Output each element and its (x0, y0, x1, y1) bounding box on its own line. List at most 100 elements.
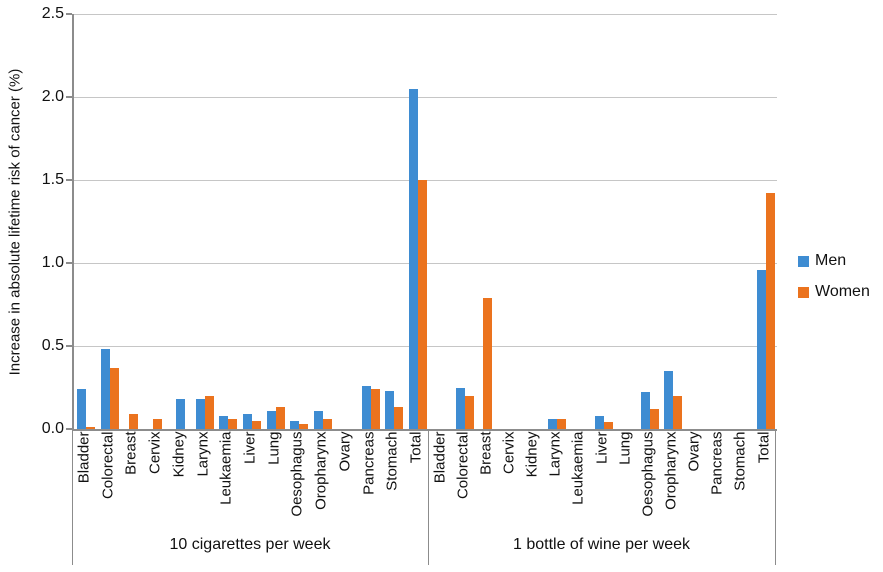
category-slot-leukaemia (569, 14, 592, 429)
category-label-colorectal: Colorectal (99, 431, 117, 500)
bar-women-total (418, 180, 428, 429)
y-axis-title: Increase in absolute lifetime risk of ca… (6, 68, 24, 375)
legend-swatch-women (798, 286, 809, 298)
bar-pair (476, 14, 499, 429)
bar-pair (523, 14, 546, 429)
bar-pair (430, 14, 453, 429)
group-label-cigarettes: 10 cigarettes per week (169, 536, 331, 553)
bar-pair (754, 14, 777, 429)
bar-groups (74, 14, 777, 429)
y-tick-mark (66, 345, 72, 347)
category-label-total: Total (407, 431, 425, 464)
bar-women-oesophagus (649, 409, 659, 429)
bar-men-liver (594, 415, 604, 429)
bar-pair (288, 14, 312, 429)
bar-women-oropharynx (323, 419, 333, 429)
bar-pair (731, 14, 754, 429)
bar-women-total (765, 193, 775, 429)
category-label-breast: Breast (477, 431, 495, 475)
bar-pair (546, 14, 569, 429)
category-label-oesophagus: Oesophagus (639, 431, 657, 517)
bar-women-oesophagus (299, 424, 309, 429)
bar-men-pancreas (361, 385, 371, 429)
bar-women-bladder (85, 427, 95, 429)
category-label-colorectal: Colorectal (454, 431, 472, 500)
category-label-ovary: Ovary (685, 431, 703, 472)
legend-item-men: Men (798, 252, 883, 270)
bar-pair (98, 14, 122, 429)
category-slot-oesophagus (638, 14, 661, 429)
bar-women-liver (252, 420, 261, 429)
bar-pair (592, 14, 615, 429)
category-slot-oesophagus (288, 14, 312, 429)
bar-women-leukaemia (228, 419, 238, 429)
group-separator (72, 429, 73, 565)
category-label-oesophagus: Oesophagus (288, 431, 306, 517)
category-slot-lung (615, 14, 638, 429)
category-label-stomach: Stomach (731, 431, 749, 491)
category-label-oropharynx: Oropharynx (662, 431, 680, 510)
bar-pair (74, 14, 98, 429)
bar-pair (121, 14, 145, 429)
category-slot-oropharynx (661, 14, 684, 429)
category-slot-leukaemia (216, 14, 240, 429)
category-slot-bladder (430, 14, 453, 429)
group-separator (775, 429, 776, 565)
bar-pair (685, 14, 708, 429)
legend-label: Women (815, 283, 870, 300)
category-label-pancreas: Pancreas (708, 431, 726, 495)
bar-men-colorectal (455, 387, 465, 429)
bar-men-total (409, 88, 419, 429)
category-slot-ovary (685, 14, 708, 429)
bar-pair (499, 14, 522, 429)
y-tick-mark (66, 13, 72, 15)
category-label-kidney: Kidney (170, 431, 188, 478)
category-labels-group: Bladder Colorectal Breast Cervix Kidney Laryn… (428, 432, 775, 528)
category-label-breast: Breast (122, 431, 140, 475)
category-slot-breast (476, 14, 499, 429)
group-cigarettes (74, 14, 430, 429)
category-slot-stomach (731, 14, 754, 429)
category-slot-larynx (546, 14, 569, 429)
bar-men-bladder (76, 389, 86, 429)
y-tick-label: 0.0 (41, 420, 64, 437)
bar-pair (264, 14, 288, 429)
gridline (74, 14, 777, 15)
category-label-larynx: Larynx (194, 431, 212, 477)
category-label-ovary: Ovary (336, 431, 354, 472)
category-label-bladder: Bladder (431, 431, 449, 484)
category-label-cervix: Cervix (500, 431, 518, 475)
category-label-larynx: Larynx (546, 431, 564, 477)
bar-women-larynx (557, 419, 567, 429)
bar-men-oropharynx (663, 370, 673, 429)
bar-women-colorectal (464, 395, 474, 429)
bar-pair (406, 14, 430, 429)
bar-pair (383, 14, 407, 429)
bar-pair (661, 14, 684, 429)
y-tick-label: 2.5 (41, 5, 64, 22)
category-label-liver: Liver (241, 431, 259, 465)
bar-women-liver (603, 422, 613, 429)
bar-pair (359, 14, 383, 429)
category-slot-kidney (523, 14, 546, 429)
bar-pair (615, 14, 638, 429)
y-tick-label: 0.5 (41, 337, 64, 354)
bar-men-stomach (385, 390, 395, 429)
category-slot-total (754, 14, 777, 429)
bar-men-oesophagus (290, 420, 300, 429)
y-tick-mark (66, 96, 72, 98)
category-label-lung: Lung (616, 431, 634, 465)
category-slot-liver (240, 14, 264, 429)
group-label-wine: 1 bottle of wine per week (513, 536, 690, 553)
y-tick-mark (66, 262, 72, 264)
category-slot-bladder (74, 14, 98, 429)
category-slot-cervix (499, 14, 522, 429)
category-slot-liver (592, 14, 615, 429)
category-label-leukaemia: Leukaemia (569, 431, 587, 505)
bar-pair (145, 14, 169, 429)
category-slot-pancreas (708, 14, 731, 429)
bar-women-colorectal (109, 367, 119, 429)
bar-pair (335, 14, 359, 429)
category-label-liver: Liver (593, 431, 611, 465)
category-slot-lung (264, 14, 288, 429)
